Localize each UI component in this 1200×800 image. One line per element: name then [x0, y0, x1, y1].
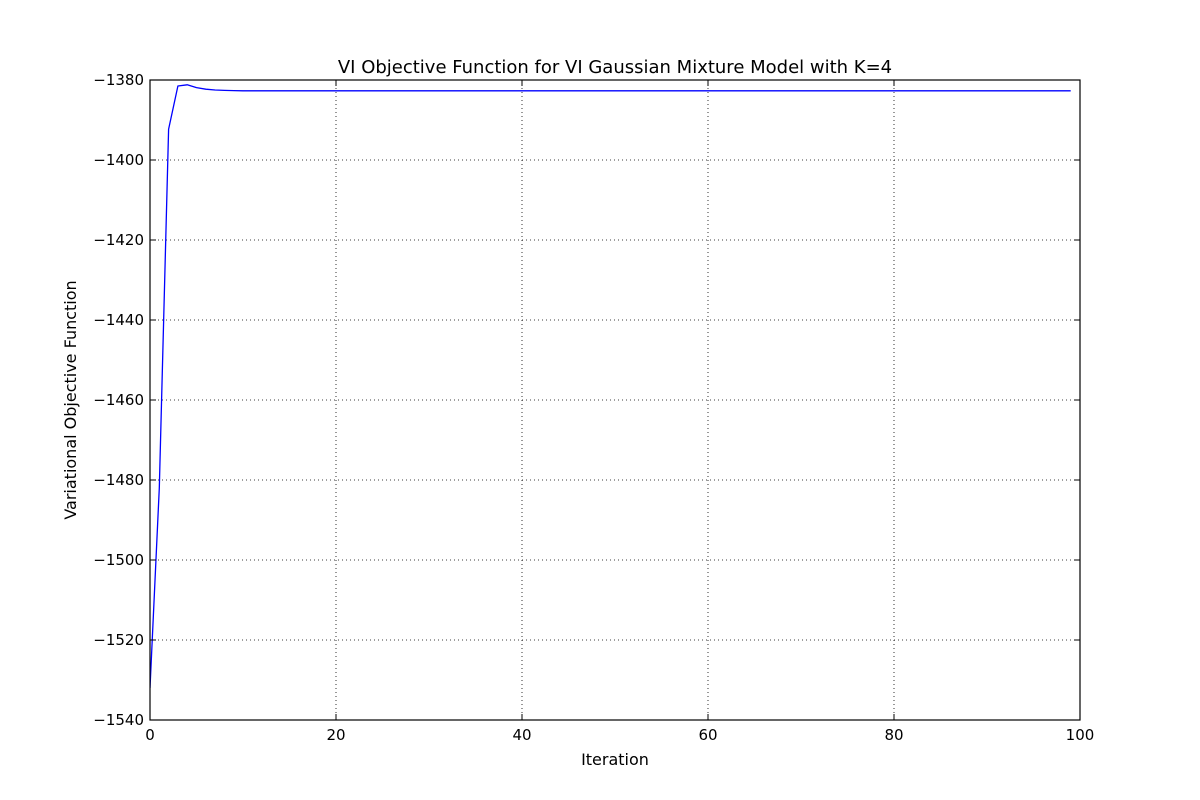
x-tick-label: 40 [512, 726, 531, 744]
y-tick-label: −1380 [93, 71, 144, 89]
x-tick-label: 20 [326, 726, 345, 744]
x-tick-label: 60 [698, 726, 717, 744]
y-tick-label: −1500 [93, 551, 144, 569]
y-tick-label: −1480 [93, 471, 144, 489]
y-tick-label: −1460 [93, 391, 144, 409]
y-axis-label: Variational Objective Function [61, 280, 80, 519]
y-tick-label: −1440 [93, 311, 144, 329]
series-line [150, 84, 1071, 689]
y-tick-label: −1420 [93, 231, 144, 249]
y-tick-label: −1400 [93, 151, 144, 169]
y-tick-label: −1540 [93, 711, 144, 729]
tick-layer: 0 20 40 60 80 100 −1540 −1520 −1500 −1480 −1460 −14… [93, 71, 1094, 744]
x-tick-label: 100 [1066, 726, 1095, 744]
x-tick-label: 80 [884, 726, 903, 744]
y-tick-label: −1520 [93, 631, 144, 649]
x-axis-label: Iteration [581, 750, 649, 769]
chart-title: VI Objective Function for VI Gaussian Mi… [338, 57, 892, 78]
grid-layer [150, 80, 1080, 720]
x-tick-label: 0 [145, 726, 155, 744]
series-layer [150, 84, 1071, 689]
